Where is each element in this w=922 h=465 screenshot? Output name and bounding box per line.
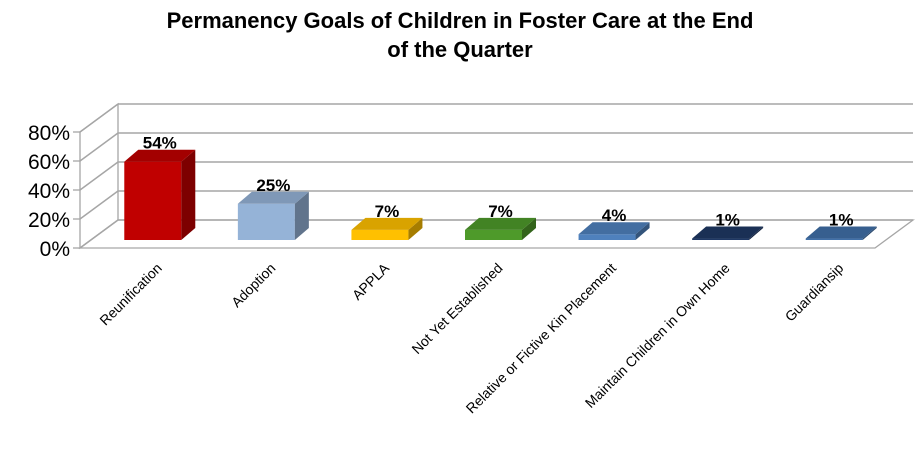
bar-front <box>124 161 182 240</box>
bar-front <box>237 203 295 240</box>
bar-top <box>351 217 423 230</box>
y-tick-label: 20% <box>28 209 70 232</box>
data-label: 25% <box>256 176 290 195</box>
bar-side <box>181 149 196 240</box>
bar-top <box>692 226 764 239</box>
data-label: 1% <box>829 211 854 230</box>
chart-title: Permanency Goals of Children in Foster C… <box>60 6 860 64</box>
bar-top <box>805 226 877 239</box>
gridline-side <box>79 190 119 220</box>
data-label: 1% <box>715 211 740 230</box>
bar-top <box>578 222 650 235</box>
bar-side <box>862 226 877 240</box>
data-label: 7% <box>375 202 400 221</box>
x-tick-label: Guardiansip <box>782 260 847 325</box>
bar <box>124 149 196 240</box>
bar <box>351 217 423 240</box>
data-label: 7% <box>488 202 513 221</box>
y-tick-label: 80% <box>28 122 70 145</box>
gridline-side <box>79 132 119 162</box>
x-tick-label: APPLA <box>349 259 393 303</box>
bar-front <box>351 229 409 240</box>
bar-front <box>465 229 522 240</box>
y-tick-label: 60% <box>28 151 70 174</box>
bar <box>692 226 764 240</box>
bar-front <box>578 234 636 240</box>
bar-top <box>237 191 309 204</box>
bar-side <box>635 222 650 240</box>
bar-side <box>408 217 423 240</box>
bar-side <box>749 226 764 240</box>
chart-title-line-1: Permanency Goals of Children in Foster C… <box>166 8 754 33</box>
data-label: 54% <box>143 134 177 153</box>
data-label: 4% <box>602 206 627 225</box>
bar-side <box>522 217 536 240</box>
gridline-side <box>79 219 119 249</box>
x-tick-label: Reunification <box>96 260 165 329</box>
y-tick-label: 40% <box>28 180 70 203</box>
chart-title-line-2: of the Quarter <box>387 37 533 62</box>
x-tick-label: Adoption <box>228 260 278 310</box>
bar-front <box>692 238 750 240</box>
y-tick-label: 0% <box>40 238 70 261</box>
bar-front <box>805 238 863 240</box>
bar-top <box>465 217 536 230</box>
bar <box>237 191 309 240</box>
x-tick-label: Not Yet Established <box>408 260 505 357</box>
bar <box>578 222 650 240</box>
bar-top <box>124 149 196 162</box>
bar <box>805 226 877 240</box>
bar-side <box>294 191 309 240</box>
gridline-side <box>79 161 119 191</box>
bar <box>465 217 536 240</box>
gridline-side <box>79 103 119 133</box>
